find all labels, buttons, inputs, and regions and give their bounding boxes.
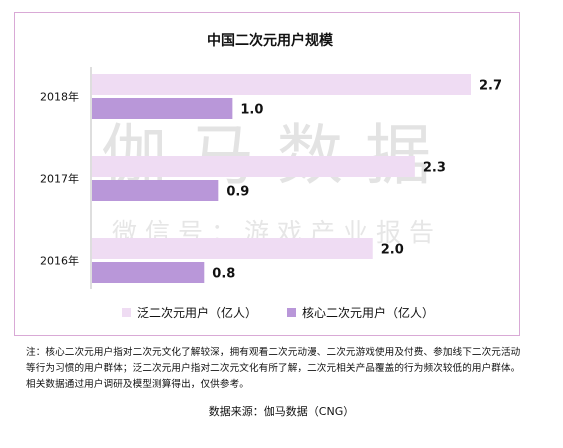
bar [92,180,219,201]
legend-swatch-core [287,308,296,317]
footnote: 注：核心二次元用户指对二次元文化了解较深，拥有观看二次元动漫、二次元游戏使用及付… [26,347,521,390]
legend: 泛二次元用户（亿人） 核心二次元用户（亿人） [122,305,434,320]
chart-title: 中国二次元用户规模 [207,32,334,49]
legend-swatch-broad [122,308,131,317]
y-tick-label: 2016年 [40,254,79,268]
y-tick-label: 2017年 [40,172,79,186]
bar-value-label: 0.9 [226,185,249,200]
legend-label-core: 核心二次元用户（亿人） [302,305,434,320]
bar [92,74,471,95]
bar-value-label: 2.0 [381,243,404,258]
data-source: 数据来源：伽马数据（CNG） [208,405,355,418]
bar-value-label: 2.3 [423,161,446,176]
chart-frame: 伽马数据 微信号：游戏产业报告 中国二次元用户规模 2018年 2.7 1.0 201… [14,12,520,336]
bar [92,238,373,259]
bar-value-label: 2.7 [479,79,502,94]
y-tick-label: 2018年 [40,90,79,104]
bar-value-label: 1.0 [240,103,263,118]
chart-svg: 伽马数据 微信号：游戏产业报告 中国二次元用户规模 2018年2.71.0201… [40,32,502,320]
bar [92,262,205,283]
bar [92,156,415,177]
legend-label-broad: 泛二次元用户（亿人） [137,305,257,320]
bar [92,98,233,119]
bar-value-label: 0.8 [212,267,235,282]
chart-marks: 2018年 2.7 1.0 2017年 2.3 0.9 2016年 2.0 0.8 [40,74,502,283]
